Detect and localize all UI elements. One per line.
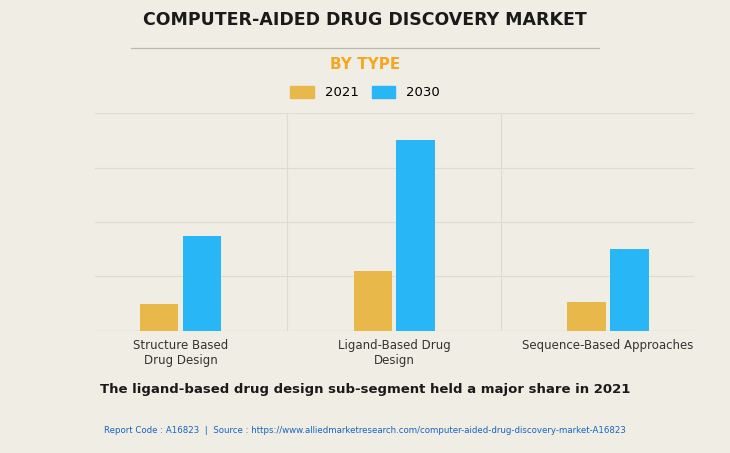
Bar bbox=[182, 236, 221, 331]
Text: BY TYPE: BY TYPE bbox=[330, 57, 400, 72]
Bar bbox=[353, 271, 392, 331]
Bar bbox=[610, 249, 649, 331]
Legend: 2021, 2030: 2021, 2030 bbox=[291, 86, 439, 99]
Bar bbox=[396, 140, 435, 331]
Bar bbox=[567, 302, 606, 331]
Bar bbox=[140, 304, 178, 331]
Text: COMPUTER-AIDED DRUG DISCOVERY MARKET: COMPUTER-AIDED DRUG DISCOVERY MARKET bbox=[143, 11, 587, 29]
Text: The ligand-based drug design sub-segment held a major share in 2021: The ligand-based drug design sub-segment… bbox=[100, 383, 630, 396]
Text: Report Code : A16823  |  Source : https://www.alliedmarketresearch.com/computer-: Report Code : A16823 | Source : https://… bbox=[104, 426, 626, 435]
